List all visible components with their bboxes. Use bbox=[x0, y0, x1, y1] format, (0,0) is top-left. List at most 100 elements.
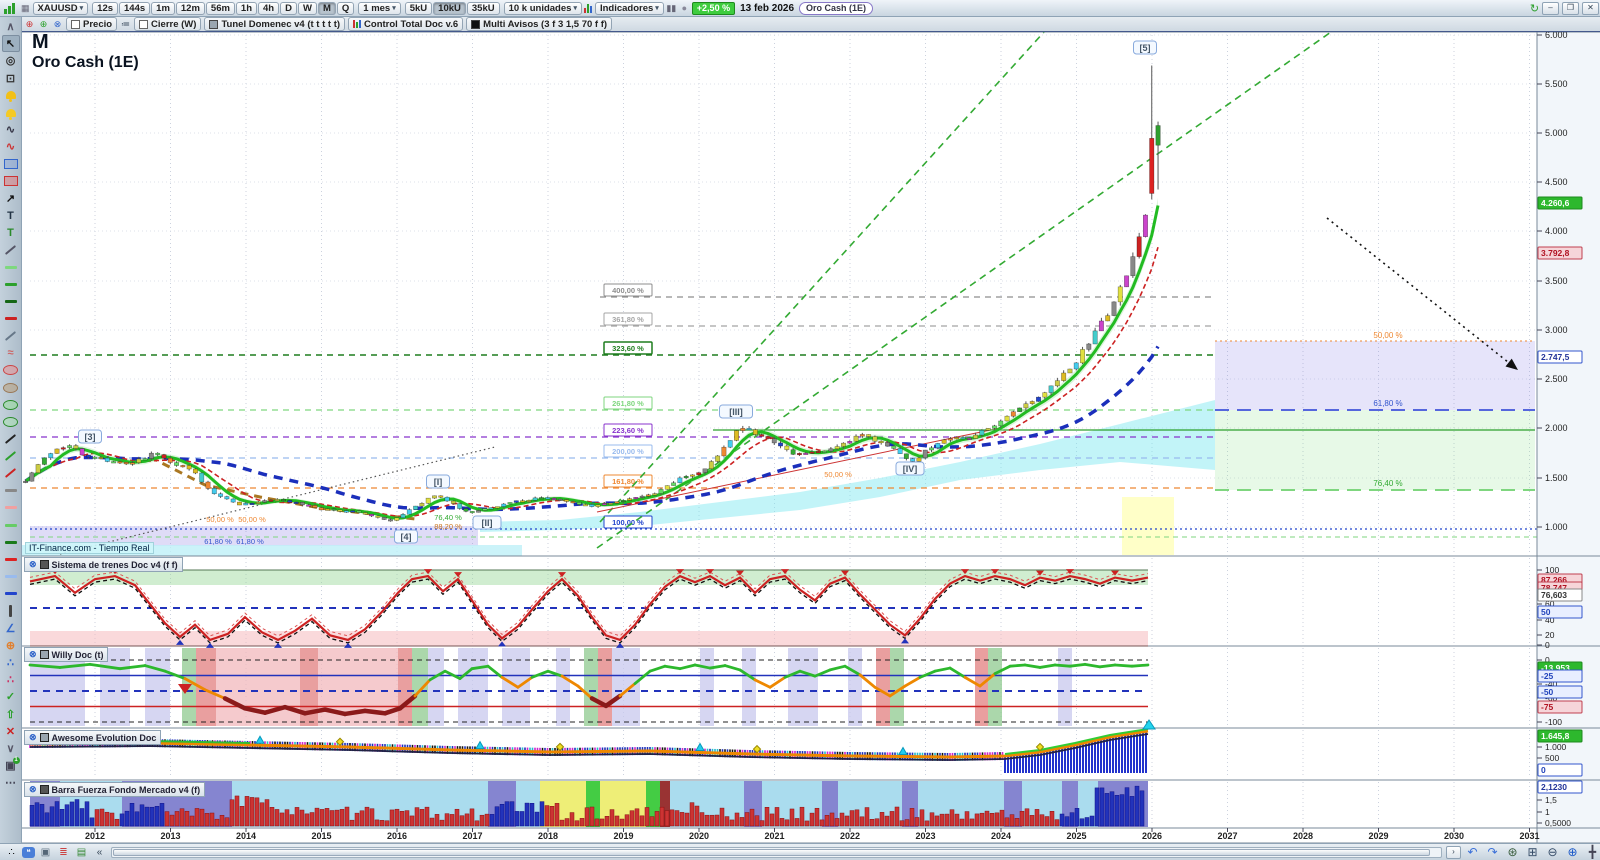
control-total-chip[interactable]: Control Total Doc v.6 bbox=[348, 17, 464, 31]
scatter-pink-icon[interactable]: ∴ bbox=[7, 674, 14, 687]
timeframe-button-56m[interactable]: 56m bbox=[205, 1, 235, 15]
signal-tool-red-icon[interactable]: ∿ bbox=[5, 141, 16, 154]
collapse-up-icon[interactable]: ∧ bbox=[6, 21, 15, 34]
scrollbar-thumb[interactable] bbox=[113, 848, 1430, 856]
scroll-right-button[interactable]: › bbox=[1446, 845, 1461, 859]
hline-green-icon[interactable] bbox=[2, 276, 20, 293]
pan-icon[interactable]: ╋ bbox=[1588, 845, 1597, 859]
zoom-area-icon[interactable]: ⊡ bbox=[5, 72, 16, 85]
expand-down-icon[interactable]: ∨ bbox=[6, 742, 15, 755]
signal-tool-icon[interactable]: ∿ bbox=[5, 124, 16, 137]
polygon-blue-icon[interactable] bbox=[2, 156, 20, 173]
pause-icon[interactable]: ▮▮ bbox=[666, 2, 677, 13]
add-green-icon[interactable]: ⊕ bbox=[39, 18, 48, 29]
collapse-left-icon[interactable]: « bbox=[96, 846, 103, 858]
hline-lightblue-icon[interactable] bbox=[2, 568, 20, 585]
minimize-button[interactable]: – bbox=[1542, 1, 1559, 15]
panel-tab-barra[interactable]: ⊗ Barra Fuerza Fondo Mercado v4 (f) bbox=[24, 782, 206, 797]
zoom-in-icon[interactable]: ⊕ bbox=[1567, 845, 1578, 859]
snapshot-icon[interactable]: ▣ bbox=[40, 846, 51, 858]
close-icon[interactable]: ⊗ bbox=[29, 784, 37, 794]
waves-icon[interactable]: ≈ bbox=[7, 347, 14, 360]
tunel-indicator-chip[interactable]: Tunel Domenec v4 (t t t t t) bbox=[204, 17, 346, 31]
text-tool-icon[interactable]: T bbox=[7, 209, 14, 222]
timeframe-button-1h[interactable]: 1h bbox=[235, 1, 258, 15]
multi-avisos-chip[interactable]: Multi Avisos (3 f 3 1,5 70 f f) bbox=[466, 17, 613, 31]
precio-toggle[interactable]: Precio bbox=[66, 17, 118, 31]
undo-icon[interactable]: ↶ bbox=[1467, 845, 1478, 859]
hline-red2-icon[interactable] bbox=[2, 551, 20, 568]
horizontal-scrollbar[interactable] bbox=[111, 846, 1443, 858]
timeframe-button-D[interactable]: D bbox=[280, 1, 297, 15]
angle-icon[interactable]: ∠ bbox=[5, 622, 16, 635]
restore-button[interactable]: ❐ bbox=[1562, 1, 1579, 15]
add-red-icon[interactable]: ⊕ bbox=[25, 18, 34, 29]
units-select[interactable]: 10 k unidades ▾ bbox=[503, 1, 582, 15]
zoom-icon[interactable]: ◎ bbox=[5, 55, 16, 68]
ellipse-green2-icon[interactable] bbox=[2, 413, 20, 430]
close-icon[interactable]: ⊗ bbox=[29, 649, 37, 659]
share-icon[interactable]: ∴ bbox=[8, 846, 15, 858]
ellipse-green-icon[interactable] bbox=[2, 396, 20, 413]
layout-grid-icon[interactable]: ▦ bbox=[21, 2, 29, 13]
line-red-icon[interactable] bbox=[2, 465, 20, 482]
unit-button-35kU[interactable]: 35kU bbox=[466, 1, 500, 15]
trend-arrow-icon[interactable]: ↗ bbox=[5, 192, 16, 205]
hline-red-icon[interactable] bbox=[2, 310, 20, 327]
line-green-icon[interactable] bbox=[2, 448, 20, 465]
alarm-add-icon[interactable] bbox=[2, 87, 20, 104]
circle-plus-icon[interactable]: ⊕ bbox=[5, 639, 16, 652]
comment-icon[interactable]: ❝ bbox=[22, 846, 35, 858]
close-icon[interactable]: ⊗ bbox=[29, 732, 37, 742]
panel-tab-awesome[interactable]: ⊗ Awesome Evolution Doc bbox=[24, 730, 162, 745]
list-settings-icon[interactable]: ≔ bbox=[121, 18, 131, 29]
timeframe-button-144s[interactable]: 144s bbox=[119, 1, 151, 15]
redo-icon[interactable]: ↷ bbox=[1487, 845, 1498, 859]
thumb-up-icon[interactable]: ⇧ bbox=[5, 708, 16, 721]
more-icon[interactable]: ⋯ bbox=[5, 777, 16, 790]
timeframe-button-W[interactable]: W bbox=[297, 1, 317, 15]
check-icon[interactable]: ✓ bbox=[5, 691, 16, 704]
record-icon[interactable]: ● bbox=[681, 3, 688, 13]
timeframe-button-1m[interactable]: 1m bbox=[151, 1, 175, 15]
hline-darkgreen-icon[interactable] bbox=[2, 293, 20, 310]
scatter-blue-icon[interactable]: ∴ bbox=[7, 657, 14, 670]
objects-icon[interactable]: ≣ bbox=[59, 846, 68, 858]
ellipse-red-icon[interactable] bbox=[2, 362, 20, 379]
hline-lime-icon[interactable] bbox=[2, 516, 20, 533]
anchor-tool-icon[interactable] bbox=[2, 241, 20, 258]
hline-blue-icon[interactable] bbox=[2, 585, 20, 602]
panel-tab-sistema[interactable]: ⊗ Sistema de trenes Doc v4 (f f) bbox=[24, 557, 183, 572]
unit-button-5kU[interactable]: 5kU bbox=[404, 1, 433, 15]
vline-icon[interactable] bbox=[2, 602, 20, 619]
indicators-select[interactable]: Indicadores ▾ bbox=[594, 1, 664, 15]
hline-lightgreen-icon[interactable] bbox=[2, 259, 20, 276]
zoom-select-icon[interactable]: ⊞ bbox=[1527, 845, 1538, 859]
alarm-icon[interactable] bbox=[2, 104, 20, 121]
hline-pink-icon[interactable] bbox=[2, 499, 20, 516]
timeframe-button-M[interactable]: M bbox=[317, 1, 336, 15]
timeframe-button-Q[interactable]: Q bbox=[336, 1, 355, 15]
hline-forest-icon[interactable] bbox=[2, 534, 20, 551]
delete-icon[interactable]: ✕ bbox=[5, 725, 16, 738]
cursor-icon[interactable]: ↖ bbox=[1, 35, 20, 53]
ruler-icon[interactable] bbox=[2, 327, 20, 344]
ellipse-brown-icon[interactable] bbox=[2, 379, 20, 396]
callout-tool-icon[interactable]: T bbox=[7, 226, 14, 239]
cierre-toggle[interactable]: Cierre (W) bbox=[134, 17, 202, 31]
checkbox-icon[interactable] bbox=[71, 19, 80, 29]
panel-tab-willy[interactable]: ⊗ Willy Doc (t) bbox=[24, 647, 109, 662]
period-select[interactable]: 1 mes ▾ bbox=[358, 1, 401, 15]
timeframe-button-12m[interactable]: 12m bbox=[175, 1, 205, 15]
symbol-select[interactable]: XAUUSD ▾ bbox=[32, 1, 89, 15]
line-black-icon[interactable] bbox=[2, 431, 20, 448]
copy-chart-icon[interactable]: ▣ 1 bbox=[5, 757, 20, 773]
refresh-icon[interactable]: ↻ bbox=[1529, 2, 1540, 15]
zoom-settings-icon[interactable]: ⊛ bbox=[1507, 845, 1518, 859]
rect-red-icon[interactable] bbox=[2, 173, 20, 190]
hline-gray-icon[interactable] bbox=[2, 482, 20, 499]
zoom-out-icon[interactable]: ⊖ bbox=[1547, 845, 1558, 859]
close-button[interactable]: ✕ bbox=[1582, 1, 1599, 15]
timeframe-button-4h[interactable]: 4h bbox=[258, 1, 280, 15]
